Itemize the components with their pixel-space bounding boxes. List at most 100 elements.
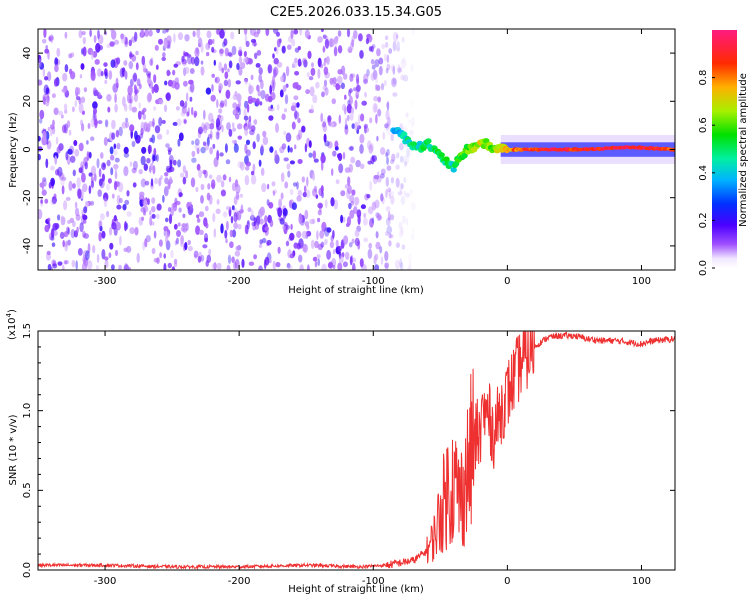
noise-speckle-1276 bbox=[387, 211, 391, 222]
noise-speckle-764 bbox=[334, 146, 339, 151]
noise-speckle-1045 bbox=[92, 101, 98, 110]
noise-speckle-247 bbox=[88, 172, 93, 177]
noise-speckle-767 bbox=[175, 106, 180, 111]
noise-speckle-971 bbox=[54, 57, 59, 67]
noise-speckle-101 bbox=[60, 215, 64, 226]
noise-speckle-267 bbox=[156, 203, 162, 211]
noise-speckle-1371 bbox=[243, 115, 249, 121]
noise-speckle-1251 bbox=[147, 144, 153, 154]
noise-speckle-305 bbox=[231, 45, 237, 56]
noise-speckle-1107 bbox=[238, 107, 241, 116]
noise-speckle-141 bbox=[405, 112, 409, 118]
noise-speckle-1210 bbox=[101, 162, 107, 171]
noise-speckle-1312 bbox=[64, 31, 68, 39]
noise-speckle-1046 bbox=[304, 209, 309, 220]
noise-speckle-1451 bbox=[327, 262, 333, 269]
noise-speckle-1476 bbox=[401, 56, 407, 64]
noise-speckle-1181 bbox=[245, 166, 250, 171]
noise-speckle-1098 bbox=[306, 189, 311, 199]
noise-speckle-1459 bbox=[81, 262, 87, 270]
snr-x-tick-label-4: 100 bbox=[632, 576, 651, 587]
noise-speckle-1360 bbox=[149, 58, 153, 66]
noise-speckle-1042 bbox=[388, 240, 392, 247]
noise-speckle-1174 bbox=[344, 105, 347, 115]
noise-speckle-478 bbox=[289, 160, 295, 165]
noise-speckle-1193 bbox=[377, 96, 382, 103]
noise-speckle-1011 bbox=[340, 214, 344, 224]
noise-speckle-1179 bbox=[310, 104, 314, 112]
noise-speckle-950 bbox=[407, 266, 410, 270]
noise-speckle-1388 bbox=[65, 196, 71, 201]
noise-speckle-1383 bbox=[207, 183, 211, 190]
noise-speckle-1054 bbox=[304, 29, 310, 39]
noise-speckle-1008 bbox=[173, 63, 179, 68]
noise-speckle-30 bbox=[317, 57, 322, 68]
noise-speckle-611 bbox=[398, 229, 403, 239]
noise-speckle-1197 bbox=[276, 31, 280, 37]
noise-speckle-729 bbox=[95, 265, 99, 270]
noise-speckle-713 bbox=[170, 80, 177, 89]
noise-speckle-1051 bbox=[298, 254, 303, 263]
snr-frame bbox=[37, 330, 676, 571]
noise-speckle-1420 bbox=[203, 232, 209, 242]
noise-speckle-1284 bbox=[197, 255, 202, 263]
noise-speckle-188 bbox=[227, 78, 231, 88]
noise-speckle-609 bbox=[92, 51, 98, 58]
noise-speckle-748 bbox=[389, 159, 395, 165]
noise-speckle-1306 bbox=[159, 252, 163, 259]
noise-speckle-679 bbox=[98, 178, 103, 187]
noise-speckle-462 bbox=[38, 146, 43, 152]
noise-speckle-160 bbox=[120, 33, 125, 40]
noise-speckle-987 bbox=[216, 174, 222, 183]
noise-speckle-827 bbox=[372, 174, 378, 185]
noise-speckle-1160 bbox=[272, 75, 275, 85]
noise-speckle-165 bbox=[405, 218, 409, 226]
noise-speckle-587 bbox=[163, 104, 168, 113]
noise-speckle-1195 bbox=[257, 90, 261, 97]
noise-speckle-240 bbox=[386, 148, 390, 157]
noise-speckle-549 bbox=[170, 206, 175, 217]
noise-speckle-557 bbox=[388, 232, 392, 239]
noise-speckle-560 bbox=[346, 103, 352, 114]
noise-speckle-697 bbox=[386, 63, 391, 71]
noise-speckle-597 bbox=[98, 231, 102, 242]
noise-speckle-894 bbox=[173, 223, 178, 230]
noise-speckle-854 bbox=[131, 140, 136, 148]
noise-speckle-246 bbox=[182, 176, 187, 185]
noise-speckle-1323 bbox=[279, 218, 285, 225]
noise-speckle-867 bbox=[153, 147, 157, 156]
noise-speckle-164 bbox=[285, 83, 289, 88]
noise-speckle-1347 bbox=[372, 102, 378, 114]
noise-speckle-1153 bbox=[349, 194, 355, 203]
noise-speckle-1128 bbox=[64, 123, 68, 134]
noise-speckle-801 bbox=[162, 29, 167, 34]
noise-speckle-672 bbox=[272, 260, 276, 270]
noise-speckle-175 bbox=[294, 71, 300, 76]
noise-speckle-734 bbox=[47, 217, 51, 222]
noise-speckle-1068 bbox=[187, 239, 191, 246]
noise-speckle-265 bbox=[177, 32, 184, 41]
noise-speckle-120 bbox=[80, 63, 85, 70]
noise-speckle-415 bbox=[268, 259, 272, 264]
noise-speckle-1308 bbox=[146, 77, 152, 84]
noise-speckle-1238 bbox=[51, 242, 56, 247]
noise-speckle-1283 bbox=[321, 191, 324, 199]
noise-speckle-353 bbox=[332, 264, 336, 270]
noise-speckle-891 bbox=[324, 140, 330, 147]
noise-speckle-590 bbox=[122, 96, 126, 107]
noise-speckle-1481 bbox=[264, 226, 270, 232]
noise-speckle-687 bbox=[151, 221, 155, 226]
noise-speckle-1199 bbox=[78, 142, 84, 152]
noise-speckle-1132 bbox=[107, 106, 111, 113]
noise-speckle-765 bbox=[209, 129, 213, 141]
noise-speckle-1187 bbox=[44, 48, 50, 54]
noise-speckle-1489 bbox=[100, 70, 104, 77]
noise-speckle-683 bbox=[249, 29, 253, 36]
noise-speckle-1130 bbox=[338, 163, 344, 174]
noise-speckle-1233 bbox=[206, 30, 212, 39]
noise-speckle-1408 bbox=[70, 228, 76, 239]
noise-speckle-390 bbox=[206, 254, 212, 263]
noise-speckle-581 bbox=[238, 100, 242, 108]
noise-speckle-769 bbox=[386, 102, 389, 108]
noise-speckle-1437 bbox=[206, 51, 210, 57]
